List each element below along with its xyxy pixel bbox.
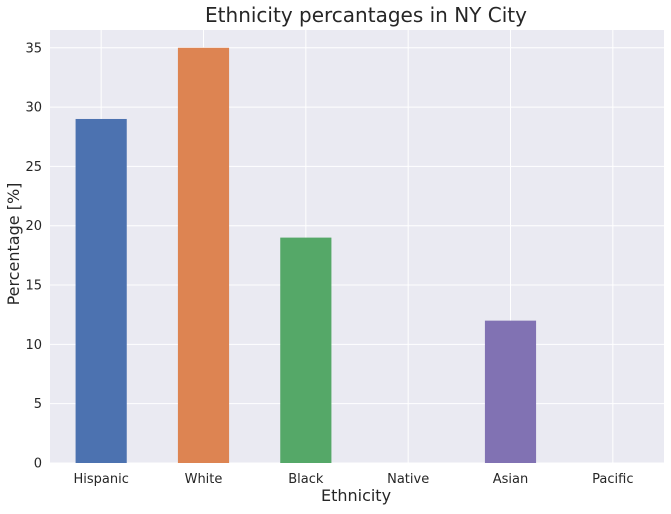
y-tick-label: 15 [25, 279, 42, 294]
chart-title: Ethnicity percantages in NY City [205, 3, 527, 27]
x-axis-ticks: Hispanic White Black Native Asian Pacific [73, 472, 633, 487]
x-tick-label: White [185, 472, 223, 487]
y-tick-label: 0 [34, 457, 42, 472]
x-tick-label: Black [288, 472, 324, 487]
y-tick-label: 35 [25, 41, 42, 56]
bars [75, 47, 537, 464]
y-tick-label: 10 [25, 338, 42, 353]
bar-hispanic [75, 118, 127, 464]
bar-black [280, 237, 332, 463]
y-tick-label: 20 [25, 219, 42, 234]
y-tick-label: 5 [34, 397, 42, 412]
bar-white [177, 47, 230, 463]
x-tick-label: Pacific [592, 472, 633, 487]
x-axis-label: Ethnicity [321, 486, 391, 505]
x-tick-label: Hispanic [73, 472, 128, 487]
x-tick-label: Native [387, 472, 429, 487]
y-tick-label: 25 [25, 160, 42, 175]
x-tick-label: Asian [493, 472, 528, 487]
plot-area [50, 30, 664, 463]
y-tick-label: 30 [25, 101, 42, 116]
y-axis-label: Percentage [%] [4, 183, 23, 306]
y-axis-ticks: 0 5 10 15 20 25 30 35 [25, 41, 42, 471]
bar-asian [484, 320, 537, 463]
